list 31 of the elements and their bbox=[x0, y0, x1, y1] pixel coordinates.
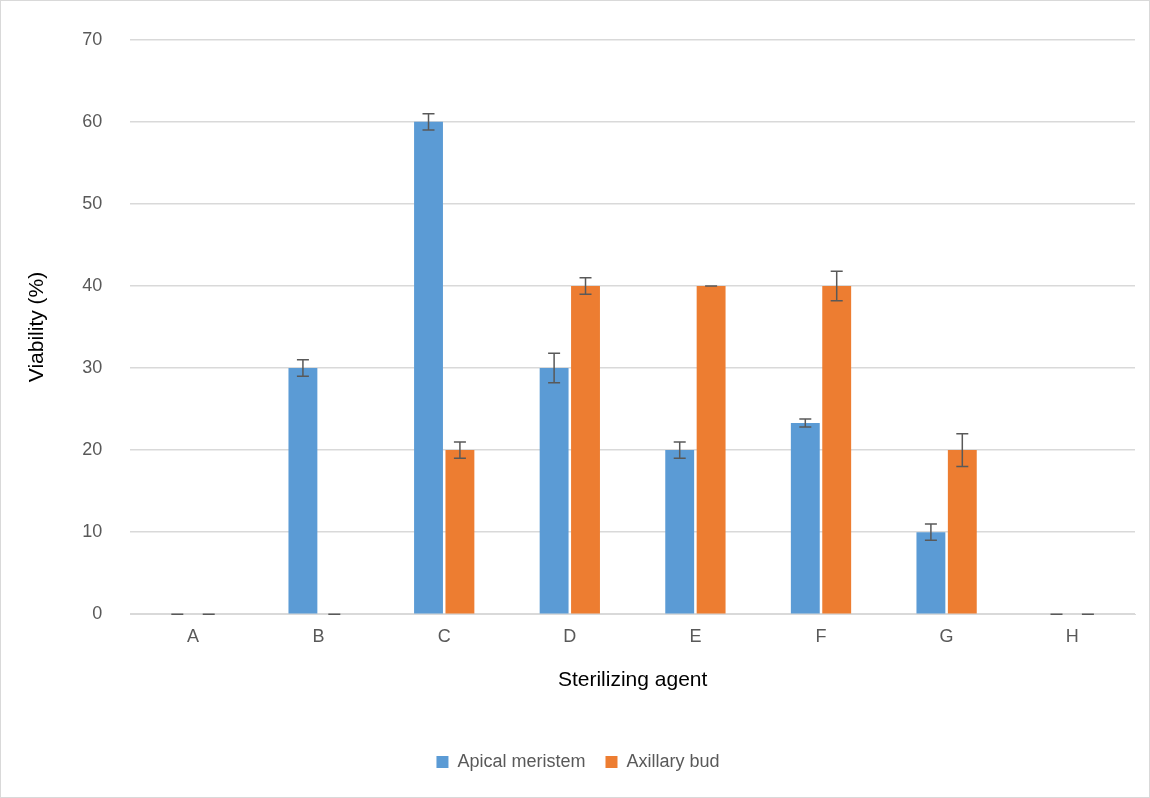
x-tick-label: H bbox=[1065, 625, 1079, 646]
x-tick-label: D bbox=[563, 625, 577, 646]
bar bbox=[947, 450, 977, 614]
x-tick-label: B bbox=[312, 625, 325, 646]
y-tick-label: 20 bbox=[82, 439, 103, 460]
y-tick-label: 10 bbox=[82, 521, 103, 542]
bar bbox=[665, 450, 695, 614]
y-tick-label: 40 bbox=[82, 274, 103, 295]
bar bbox=[539, 368, 569, 614]
bar bbox=[822, 285, 852, 614]
bar bbox=[571, 285, 600, 614]
y-axis-title: Viability (%) bbox=[24, 271, 48, 383]
y-tick-label: 50 bbox=[82, 192, 103, 213]
x-tick-label: A bbox=[187, 625, 200, 646]
x-tick-label: E bbox=[689, 625, 702, 646]
bar bbox=[414, 121, 443, 614]
bar bbox=[790, 423, 820, 614]
bar bbox=[288, 368, 318, 614]
legend-label: Apical meristem bbox=[457, 750, 586, 771]
x-tick-label: G bbox=[939, 625, 954, 646]
bar bbox=[445, 450, 475, 614]
legend-label: Axillary bud bbox=[626, 750, 720, 771]
bar bbox=[696, 285, 726, 614]
x-tick-label: C bbox=[437, 625, 451, 646]
y-tick-label: 60 bbox=[82, 110, 103, 131]
y-tick-label: 70 bbox=[82, 28, 103, 49]
bar bbox=[916, 532, 946, 614]
x-axis-title: Sterilizing agent bbox=[557, 667, 708, 691]
x-tick-label: F bbox=[815, 625, 827, 646]
y-tick-label: 30 bbox=[82, 357, 103, 377]
y-tick-label: 0 bbox=[92, 603, 103, 624]
